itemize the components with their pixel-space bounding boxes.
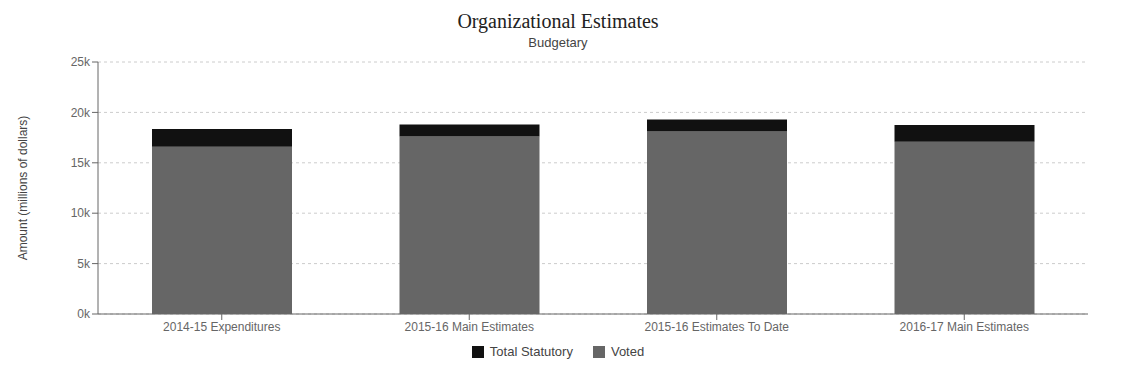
svg-text:2014-15 Expenditures: 2014-15 Expenditures bbox=[163, 320, 280, 334]
svg-text:20k: 20k bbox=[71, 106, 91, 120]
html-text:Total Statutory: Total Statutory bbox=[489, 344, 573, 359]
svg-text:25k: 25k bbox=[71, 55, 91, 69]
html-text:Budgetary: Budgetary bbox=[528, 35, 588, 50]
svg-text:2015-16 Estimates To Date: 2015-16 Estimates To Date bbox=[644, 320, 789, 334]
svg-text:2015-16 Main Estimates: 2015-16 Main Estimates bbox=[405, 320, 534, 334]
svg-text:15k: 15k bbox=[71, 156, 91, 170]
html-text:Organizational Estimates: Organizational Estimates bbox=[457, 10, 659, 32]
svg-text:2016-17 Main Estimates: 2016-17 Main Estimates bbox=[900, 320, 1029, 334]
svg-text:10k: 10k bbox=[71, 206, 91, 220]
svg-text:0k: 0k bbox=[77, 307, 91, 321]
svg-text:5k: 5k bbox=[77, 257, 91, 271]
html-text:Voted: Voted bbox=[610, 344, 645, 359]
svg-text:Amount (millions of dollars): Amount (millions of dollars) bbox=[16, 116, 30, 261]
